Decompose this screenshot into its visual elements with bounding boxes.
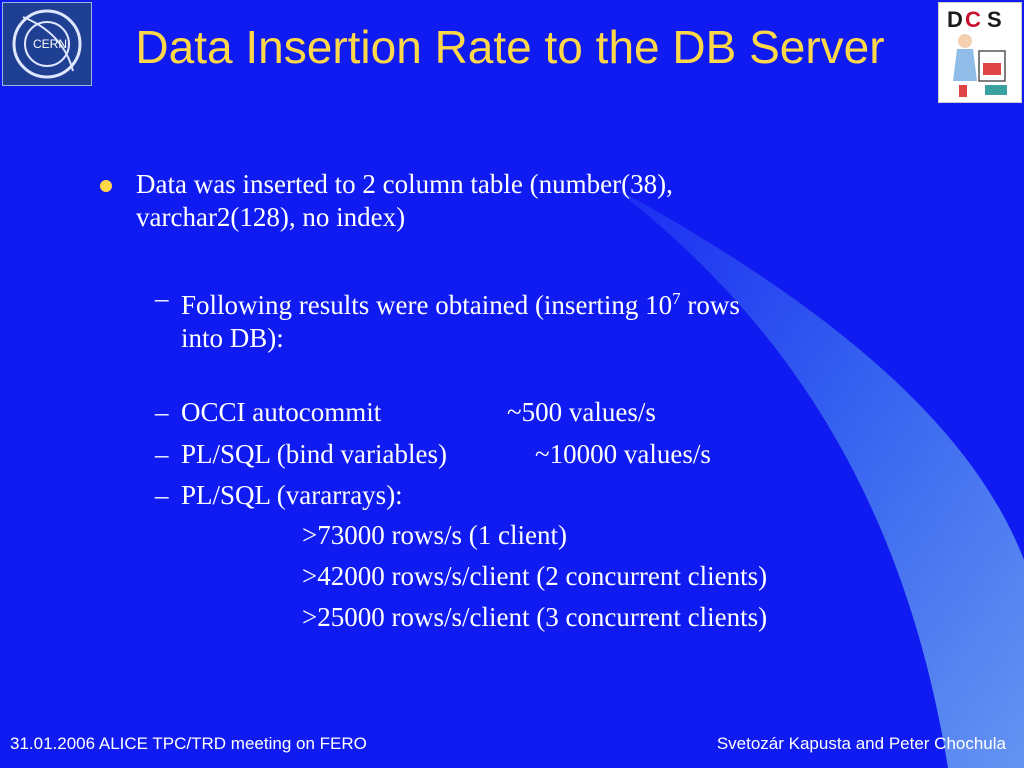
result-line: >73000 rows/s (1 client) bbox=[302, 520, 567, 550]
svg-text:CERN: CERN bbox=[33, 37, 67, 51]
dash-marker: – bbox=[155, 283, 169, 313]
sub-item-value: ~500 values/s bbox=[507, 397, 656, 427]
svg-text:S: S bbox=[987, 7, 1002, 32]
footer-left: 31.01.2006 ALICE TPC/TRD meeting on FERO bbox=[10, 734, 367, 753]
sub-item-label: OCCI autocommit bbox=[181, 397, 382, 427]
dcs-logo: D C S bbox=[938, 2, 1022, 103]
dash-marker: – bbox=[155, 480, 169, 510]
sub-item-value: ~10000 values/s bbox=[535, 439, 711, 469]
dash-marker: – bbox=[155, 397, 169, 427]
sub-item-label: PL/SQL (bind variables) bbox=[181, 439, 447, 469]
dash-marker: – bbox=[155, 439, 169, 469]
result-line: >25000 rows/s/client (3 concurrent clien… bbox=[302, 602, 768, 632]
bullet-text: Data was inserted to 2 column table (num… bbox=[136, 169, 673, 232]
svg-text:C: C bbox=[965, 7, 981, 32]
sub-item-text: Following results were obtained (inserti… bbox=[181, 289, 740, 353]
footer-right: Svetozár Kapusta and Peter Chochula bbox=[716, 734, 1006, 753]
result-line: >42000 rows/s/client (2 concurrent clien… bbox=[302, 561, 768, 591]
cern-logo: CERN bbox=[2, 2, 92, 86]
slide-title: Data Insertion Rate to the DB Server bbox=[135, 21, 885, 73]
svg-text:D: D bbox=[947, 7, 963, 32]
sub-item-label: PL/SQL (vararrays): bbox=[181, 480, 403, 510]
bullet-dot-icon bbox=[100, 180, 112, 192]
exponent: 7 bbox=[672, 289, 681, 308]
